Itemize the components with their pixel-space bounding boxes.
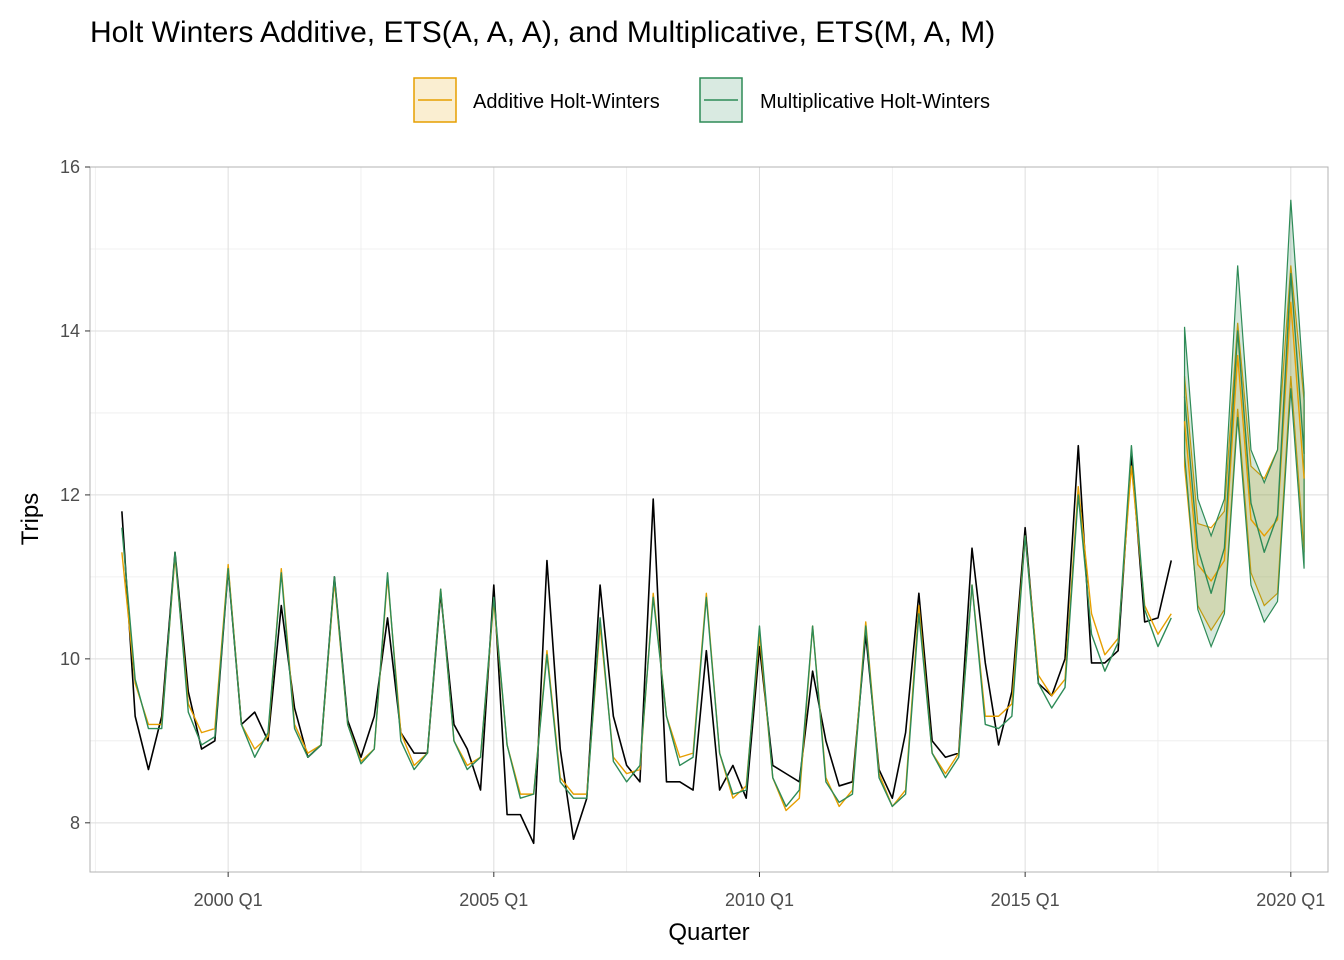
series-lines (121, 272, 1305, 845)
grid (90, 166, 1328, 872)
legend-label-multiplicative: Multiplicative Holt-Winters (760, 91, 990, 113)
y-tick-label: 10 (60, 649, 80, 669)
legend-item-multiplicative: Multiplicative Holt-Winters (699, 77, 990, 123)
x-tick-label: 2020 Q1 (1256, 890, 1325, 910)
y-tick-label: 12 (60, 485, 80, 505)
x-tick-label: 2005 Q1 (459, 890, 528, 910)
x-tick-label: 2000 Q1 (194, 890, 263, 910)
y-axis: 8 10 12 14 16 (60, 157, 90, 833)
y-axis-title: Trips (17, 493, 44, 545)
x-tick-label: 2010 Q1 (725, 890, 794, 910)
multiplicative-forecast-line (1183, 272, 1305, 594)
x-axis: 2000 Q1 2005 Q1 2010 Q1 2015 Q1 2020 Q1 (194, 872, 1325, 910)
y-tick-label: 16 (60, 157, 80, 177)
y-tick-label: 8 (70, 813, 80, 833)
multiplicative-fitted-line (121, 445, 1172, 808)
chart-title: Holt Winters Additive, ETS(A, A, A), and… (90, 16, 995, 49)
x-tick-label: 2015 Q1 (991, 890, 1060, 910)
legend: Additive Holt-Winters Multiplicative Hol… (413, 77, 990, 123)
x-axis-title: Quarter (668, 919, 749, 946)
plot-frame (89, 166, 1329, 873)
legend-label-additive: Additive Holt-Winters (473, 91, 660, 113)
y-tick-label: 14 (60, 321, 80, 341)
legend-item-additive: Additive Holt-Winters (413, 77, 660, 123)
observed-trips-line (121, 444, 1173, 845)
